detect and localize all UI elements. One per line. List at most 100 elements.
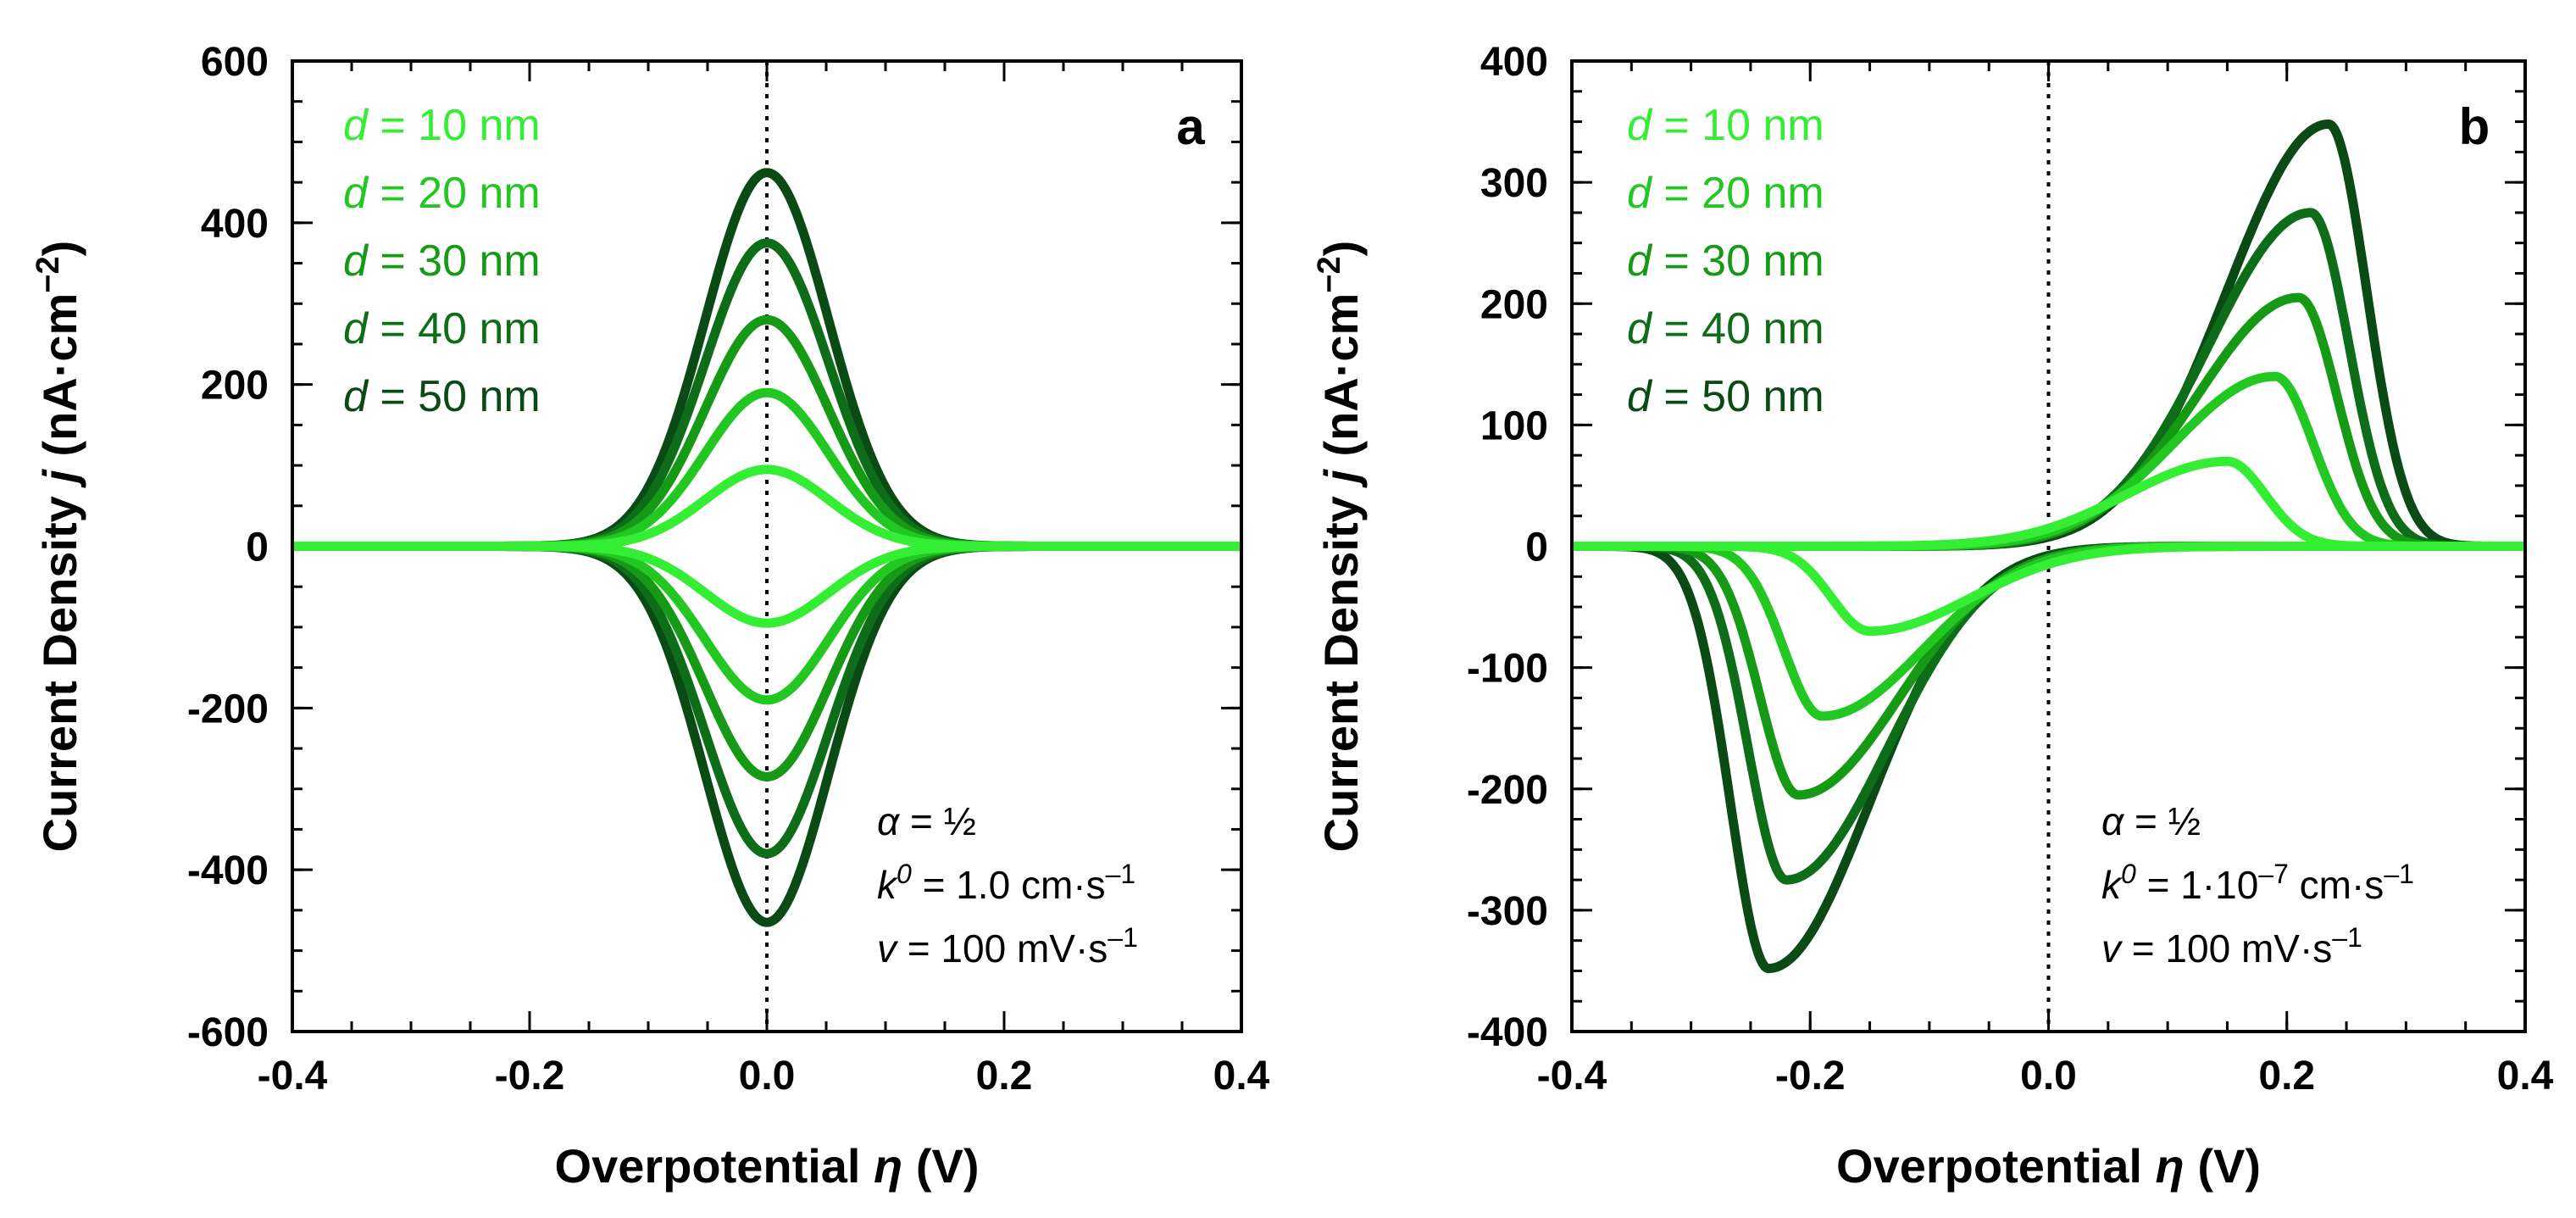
y-axis-label-close: ) bbox=[1314, 241, 1368, 257]
param-text: = ½ bbox=[2124, 799, 2201, 843]
y-tick-label: -200 bbox=[1467, 768, 1548, 813]
y-axis-label-close: ) bbox=[33, 241, 86, 257]
series-d-10-nm-cathodic-sweep bbox=[288, 542, 1246, 628]
x-tick-label: 0.0 bbox=[2020, 1054, 2077, 1098]
x-tick-label: 0.4 bbox=[1213, 1054, 1270, 1098]
param-symbol: k bbox=[2101, 863, 2123, 907]
panel-b: -0.4 -0.2 0.0 0.2 0.4 400 300 200 100 0 -100 -200 -3… bbox=[1312, 40, 2554, 1193]
legend-var: d bbox=[1627, 372, 1653, 421]
panel-label: b bbox=[2459, 98, 2490, 155]
y-tick-label: 200 bbox=[201, 364, 269, 409]
legend-var: d bbox=[343, 372, 369, 421]
legend-text: = 20 nm bbox=[1652, 169, 1824, 218]
y-tick-label: -300 bbox=[1467, 889, 1548, 934]
x-axis-label: Overpotential η (V) bbox=[1836, 1139, 2261, 1193]
y-axis-label-text: Current Density bbox=[33, 483, 86, 853]
legend-entry: d = 10 nm bbox=[1627, 101, 1824, 150]
y-tick-label: -600 bbox=[187, 1010, 269, 1055]
legend-entry: d = 10 nm bbox=[343, 101, 541, 150]
legend-var: d bbox=[343, 236, 369, 286]
x-tick-label: -0.4 bbox=[1537, 1054, 1607, 1098]
x-axis-label-text: Overpotential bbox=[555, 1139, 874, 1193]
param-text: = ½ bbox=[899, 799, 976, 843]
x-tick-label: 0.4 bbox=[2497, 1054, 2554, 1098]
y-axis-label-text: Current Density bbox=[1314, 483, 1368, 853]
x-tick-label: 0.0 bbox=[739, 1054, 796, 1098]
param-exp: –1 bbox=[1106, 859, 1136, 889]
panel-a: -0.4 -0.2 0.0 0.2 0.4 600 400 200 0 -200 -400 -600 a… bbox=[31, 40, 1270, 1193]
param-symbol: α bbox=[2101, 799, 2125, 843]
y-tick-label: -400 bbox=[1467, 1010, 1548, 1055]
param-symbol: v bbox=[877, 926, 899, 971]
y-axis-label: Current Density j (nA·cm−2) bbox=[31, 241, 86, 853]
legend-text: = 30 nm bbox=[1652, 236, 1824, 286]
legend-text: = 40 nm bbox=[1652, 304, 1824, 353]
series-d-30-nm-anodic-sweep bbox=[288, 314, 1246, 551]
x-axis-label-symbol: η bbox=[874, 1139, 902, 1193]
plot-frame bbox=[291, 59, 1243, 1033]
parameter-line: v = 100 mV·s–1 bbox=[2101, 922, 2362, 971]
y-tick-label: 200 bbox=[1480, 282, 1548, 327]
param-exp: –1 bbox=[2332, 922, 2362, 953]
parameter-line: α = ½ bbox=[2101, 799, 2201, 843]
param-symbol: v bbox=[2101, 926, 2124, 971]
legend-entry: d = 20 nm bbox=[1627, 169, 1824, 218]
y-tick-label: 400 bbox=[201, 202, 269, 247]
param-symbol: k bbox=[877, 863, 898, 907]
legend-var: d bbox=[1627, 236, 1653, 286]
param-tail-exp: –1 bbox=[2384, 859, 2414, 889]
x-axis-label-unit: (V) bbox=[2185, 1139, 2261, 1193]
y-axis-label-unit: (nA·cm bbox=[33, 293, 86, 470]
series-d-10-nm-cathodic-sweep bbox=[1568, 542, 2529, 637]
x-tick-label: -0.2 bbox=[1775, 1054, 1846, 1098]
y-axis-label: Current Density j (nA·cm−2) bbox=[1312, 241, 1368, 853]
legend-var: d bbox=[1627, 101, 1653, 150]
param-sup: 0 bbox=[897, 859, 912, 889]
param-text: = 100 mV·s bbox=[897, 926, 1108, 971]
x-axis-label: Overpotential η (V) bbox=[555, 1139, 980, 1193]
plot-frame bbox=[1570, 59, 2527, 1033]
legend-text: = 50 nm bbox=[368, 372, 541, 421]
panel-label: a bbox=[1176, 98, 1205, 155]
x-tick-label: 0.2 bbox=[2258, 1054, 2315, 1098]
x-axis-label-symbol: η bbox=[2156, 1139, 2185, 1193]
legend-var: d bbox=[1627, 169, 1653, 218]
legend-entry: d = 50 nm bbox=[1627, 372, 1824, 421]
legend-entry: d = 40 nm bbox=[1627, 304, 1824, 353]
y-tick-label: 400 bbox=[1480, 40, 1548, 85]
y-tick-label: 0 bbox=[246, 526, 269, 570]
legend-text: = 20 nm bbox=[368, 169, 541, 218]
x-tick-label: 0.2 bbox=[976, 1054, 1033, 1098]
param-exp: –7 bbox=[2258, 859, 2289, 889]
legend-entry: d = 30 nm bbox=[1627, 236, 1824, 286]
legend-var: d bbox=[343, 101, 369, 150]
param-text: = 100 mV·s bbox=[2121, 926, 2332, 971]
param-sup: 0 bbox=[2121, 859, 2136, 889]
y-tick-label: 300 bbox=[1480, 161, 1548, 206]
legend-entry: d = 40 nm bbox=[343, 304, 541, 353]
y-axis-label-exp: −2 bbox=[31, 256, 66, 292]
x-axis-label-text: Overpotential bbox=[1836, 1139, 2156, 1193]
param-symbol: α bbox=[877, 799, 901, 843]
y-tick-label: 100 bbox=[1480, 403, 1548, 448]
y-tick-label: -400 bbox=[187, 848, 269, 893]
legend-text: = 50 nm bbox=[1652, 372, 1824, 421]
legend-entry: d = 50 nm bbox=[343, 372, 541, 421]
legend-text: = 10 nm bbox=[1652, 101, 1824, 150]
y-tick-label: 0 bbox=[1525, 526, 1548, 570]
parameter-line: k0 = 1.0 cm·s–1 bbox=[877, 859, 1135, 907]
legend-var: d bbox=[343, 169, 369, 218]
legend-var: d bbox=[343, 304, 369, 353]
x-axis-label-unit: (V) bbox=[902, 1139, 979, 1193]
y-tick-label: -200 bbox=[187, 687, 269, 731]
y-tick-label: -100 bbox=[1467, 647, 1548, 692]
y-tick-label: 600 bbox=[201, 40, 269, 85]
legend-entry: d = 20 nm bbox=[343, 169, 541, 218]
legend-text: = 10 nm bbox=[368, 101, 541, 150]
parameter-line: k0 = 1·10–7 cm·s–1 bbox=[2101, 859, 2414, 907]
param-text: = 1·10 bbox=[2136, 863, 2259, 907]
legend-text: = 30 nm bbox=[368, 236, 541, 286]
x-tick-label: -0.2 bbox=[495, 1054, 565, 1098]
y-axis-label-unit: (nA·cm bbox=[1314, 293, 1368, 470]
